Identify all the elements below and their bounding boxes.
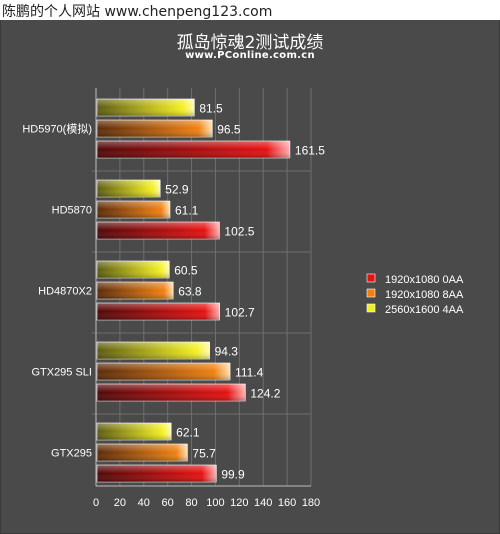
data-label: 96.5: [217, 123, 241, 137]
x-tick-label: 0: [93, 497, 99, 509]
data-label: 102.5: [224, 225, 254, 239]
data-label: 161.5: [295, 144, 325, 158]
x-tick-label: 140: [254, 497, 272, 509]
x-tick-label: 80: [185, 497, 197, 509]
x-tick-label: 40: [138, 497, 150, 509]
data-label: 60.5: [174, 264, 198, 278]
legend-label: 1920x1080 8AA: [385, 289, 464, 301]
category-label: GTX295 SLI: [31, 367, 92, 379]
x-tick-label: 120: [230, 497, 248, 509]
x-tick-label: 100: [206, 497, 224, 509]
bar-shade: [97, 465, 217, 482]
data-label: 111.4: [235, 366, 264, 380]
category-label: HD4870X2: [38, 286, 92, 298]
bar-shade: [97, 363, 231, 380]
legend-label: 2560x1600 4AA: [385, 304, 464, 316]
x-tick-label: 160: [278, 497, 296, 509]
x-tick-label: 60: [162, 497, 174, 509]
x-tick-label: 20: [114, 497, 126, 509]
legend-swatch: [366, 288, 376, 298]
bar-shade: [97, 141, 290, 158]
data-label: 75.7: [192, 447, 216, 461]
category-label: HD5970(模拟): [22, 122, 92, 136]
bar-shade: [97, 282, 174, 299]
x-tick-label: 180: [302, 497, 320, 509]
chart-subtitle: www.PConline.com.cn: [185, 50, 315, 61]
bar-shade: [97, 180, 161, 197]
data-label: 52.9: [165, 183, 189, 197]
legend-swatch: [366, 303, 376, 313]
data-label: 124.2: [250, 387, 280, 401]
bar-shade: [97, 222, 220, 239]
watermark-bar: 陈鹏的个人网站 www.chenpeng123.com: [0, 0, 500, 20]
bar-shade: [97, 423, 172, 440]
bar-shade: [97, 303, 220, 320]
data-label: 81.5: [199, 102, 223, 116]
category-label: HD5870: [52, 205, 92, 217]
watermark-text: 陈鹏的个人网站 www.chenpeng123.com: [2, 4, 273, 20]
legend-label: 1920x1080 0AA: [385, 274, 464, 286]
chart-title: 孤岛惊魂2测试成绩: [176, 33, 324, 53]
data-label: 62.1: [176, 426, 200, 440]
data-label: 94.3: [215, 345, 239, 359]
bar-shade: [97, 120, 213, 137]
data-label: 99.9: [221, 468, 245, 482]
bar-shade: [97, 444, 188, 461]
bar-shade: [97, 261, 170, 278]
data-label: 102.7: [225, 306, 255, 320]
bar-shade: [97, 384, 246, 401]
bar-shade: [97, 201, 170, 218]
bar-shade: [97, 99, 195, 116]
bar-shade: [97, 342, 210, 359]
data-label: 63.8: [178, 285, 202, 299]
category-label: GTX295: [51, 448, 92, 460]
data-label: 61.1: [175, 204, 199, 218]
legend-swatch: [366, 273, 376, 283]
